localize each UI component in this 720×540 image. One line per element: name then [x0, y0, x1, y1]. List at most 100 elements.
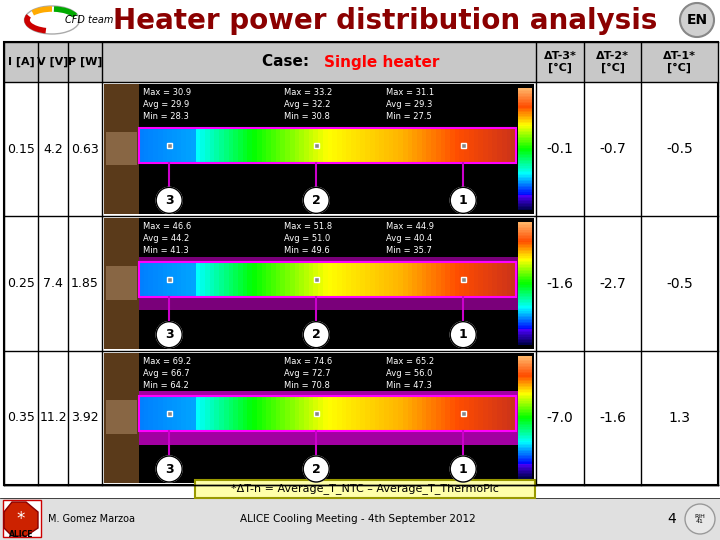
FancyBboxPatch shape	[518, 138, 532, 140]
FancyBboxPatch shape	[518, 100, 532, 102]
FancyBboxPatch shape	[518, 139, 532, 141]
FancyBboxPatch shape	[332, 127, 338, 163]
FancyBboxPatch shape	[464, 396, 469, 431]
FancyBboxPatch shape	[191, 262, 196, 297]
Polygon shape	[4, 502, 38, 536]
FancyBboxPatch shape	[389, 262, 394, 297]
FancyBboxPatch shape	[518, 115, 532, 117]
FancyBboxPatch shape	[285, 396, 290, 431]
FancyBboxPatch shape	[403, 396, 408, 431]
FancyBboxPatch shape	[328, 127, 333, 163]
FancyBboxPatch shape	[518, 414, 532, 416]
FancyBboxPatch shape	[518, 144, 532, 146]
FancyBboxPatch shape	[450, 262, 455, 297]
FancyBboxPatch shape	[166, 411, 171, 416]
FancyBboxPatch shape	[518, 127, 532, 129]
FancyBboxPatch shape	[518, 343, 532, 345]
Text: Min = 49.6: Min = 49.6	[284, 246, 330, 255]
FancyBboxPatch shape	[518, 156, 532, 158]
FancyBboxPatch shape	[314, 143, 319, 147]
Text: Max = 74.6: Max = 74.6	[284, 356, 333, 366]
FancyBboxPatch shape	[0, 498, 720, 540]
FancyBboxPatch shape	[252, 127, 257, 163]
Text: 4: 4	[667, 512, 676, 526]
Text: -1.6: -1.6	[546, 276, 574, 291]
FancyBboxPatch shape	[507, 262, 512, 297]
FancyBboxPatch shape	[243, 262, 248, 297]
Text: 3: 3	[165, 194, 174, 207]
FancyBboxPatch shape	[417, 396, 422, 431]
FancyBboxPatch shape	[266, 396, 271, 431]
FancyBboxPatch shape	[518, 268, 532, 270]
Text: Min = 28.3: Min = 28.3	[143, 112, 189, 121]
FancyBboxPatch shape	[413, 262, 418, 297]
FancyBboxPatch shape	[518, 388, 532, 390]
FancyBboxPatch shape	[318, 396, 323, 431]
FancyBboxPatch shape	[518, 356, 532, 358]
FancyBboxPatch shape	[518, 170, 532, 172]
FancyBboxPatch shape	[304, 396, 309, 431]
Text: Max = 51.8: Max = 51.8	[284, 222, 333, 231]
Text: Min = 35.7: Min = 35.7	[386, 246, 432, 255]
Text: -0.5: -0.5	[666, 276, 693, 291]
FancyBboxPatch shape	[518, 332, 532, 334]
FancyBboxPatch shape	[518, 370, 532, 372]
FancyBboxPatch shape	[518, 448, 532, 450]
FancyBboxPatch shape	[518, 366, 532, 367]
FancyBboxPatch shape	[518, 462, 532, 464]
FancyBboxPatch shape	[413, 396, 418, 431]
FancyBboxPatch shape	[304, 127, 309, 163]
FancyBboxPatch shape	[518, 362, 532, 365]
FancyBboxPatch shape	[518, 126, 532, 128]
FancyBboxPatch shape	[163, 262, 168, 297]
FancyBboxPatch shape	[210, 396, 215, 431]
FancyBboxPatch shape	[518, 135, 532, 137]
Text: Avg = 32.2: Avg = 32.2	[284, 100, 330, 109]
FancyBboxPatch shape	[478, 127, 484, 163]
Text: *ΔT-n = Average_T_NTC – Average_T_ThermoPic: *ΔT-n = Average_T_NTC – Average_T_Thermo…	[231, 483, 499, 495]
FancyBboxPatch shape	[518, 359, 532, 361]
FancyBboxPatch shape	[518, 417, 532, 420]
FancyBboxPatch shape	[518, 288, 532, 289]
Text: 2: 2	[312, 328, 320, 341]
FancyBboxPatch shape	[455, 396, 460, 431]
FancyBboxPatch shape	[332, 396, 338, 431]
Text: Max = 31.1: Max = 31.1	[386, 88, 434, 97]
FancyBboxPatch shape	[200, 127, 205, 163]
FancyBboxPatch shape	[200, 396, 205, 431]
Text: -7.0: -7.0	[546, 411, 573, 425]
FancyBboxPatch shape	[271, 396, 276, 431]
FancyBboxPatch shape	[389, 127, 394, 163]
FancyBboxPatch shape	[518, 429, 532, 431]
FancyBboxPatch shape	[518, 249, 532, 252]
FancyBboxPatch shape	[233, 127, 238, 163]
FancyBboxPatch shape	[238, 396, 243, 431]
FancyBboxPatch shape	[163, 127, 168, 163]
FancyBboxPatch shape	[422, 396, 427, 431]
FancyBboxPatch shape	[176, 262, 182, 297]
FancyBboxPatch shape	[518, 159, 532, 161]
FancyBboxPatch shape	[104, 84, 534, 214]
Text: ALICE Cooling Meeting - 4th September 2012: ALICE Cooling Meeting - 4th September 20…	[240, 514, 476, 524]
Circle shape	[156, 456, 182, 482]
FancyBboxPatch shape	[144, 396, 149, 431]
FancyBboxPatch shape	[370, 396, 375, 431]
FancyBboxPatch shape	[518, 178, 532, 180]
FancyBboxPatch shape	[518, 310, 532, 313]
FancyBboxPatch shape	[518, 167, 532, 169]
FancyBboxPatch shape	[431, 127, 436, 163]
FancyBboxPatch shape	[518, 422, 532, 424]
FancyBboxPatch shape	[518, 281, 532, 284]
Text: Single heater: Single heater	[324, 55, 439, 70]
FancyBboxPatch shape	[518, 411, 532, 413]
FancyBboxPatch shape	[518, 233, 532, 234]
FancyBboxPatch shape	[398, 262, 403, 297]
FancyBboxPatch shape	[271, 127, 276, 163]
FancyBboxPatch shape	[518, 240, 532, 242]
FancyBboxPatch shape	[148, 127, 153, 163]
FancyBboxPatch shape	[318, 262, 323, 297]
FancyBboxPatch shape	[300, 127, 305, 163]
FancyBboxPatch shape	[518, 205, 532, 207]
FancyBboxPatch shape	[518, 269, 532, 271]
FancyBboxPatch shape	[483, 262, 488, 297]
